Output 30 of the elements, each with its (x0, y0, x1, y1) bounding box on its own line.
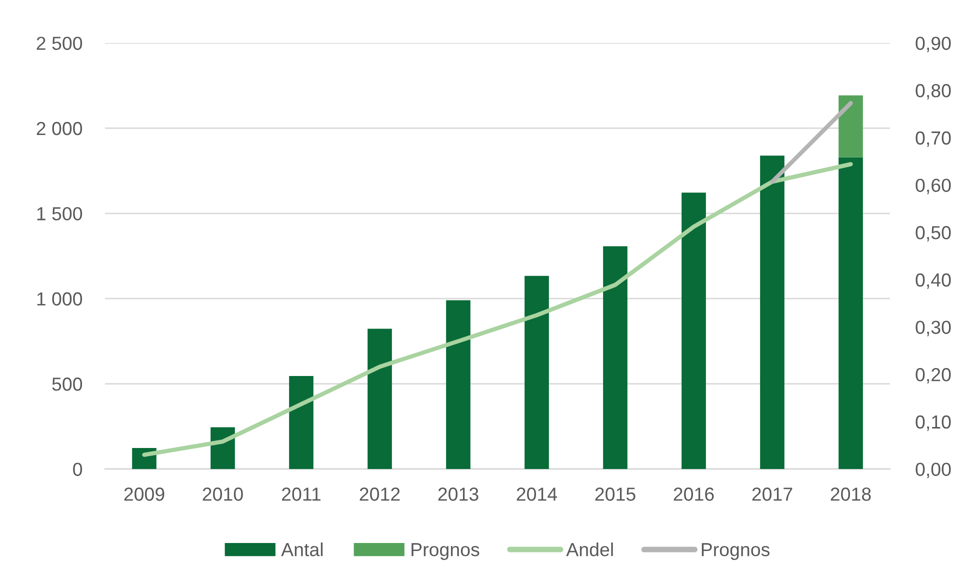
y2-tick-label: 0,50 (916, 226, 951, 242)
legend-label: Prognos (412, 543, 480, 560)
legend-label: Antal (281, 542, 323, 556)
x-tick-label: 2009 (124, 488, 164, 501)
x-tick-label: 2012 (360, 488, 400, 501)
y2-tick-label: 0,70 (916, 131, 951, 147)
y2-tick-label: 0,60 (916, 178, 951, 194)
y-tick-label: 500 (52, 378, 82, 391)
legend-label: Andel (566, 542, 613, 556)
y2-tick-label: 0,80 (916, 84, 951, 100)
x-tick-label: 2017 (752, 488, 792, 501)
y2-tick-label: 0,40 (916, 273, 951, 289)
legend-label: Prognos (702, 543, 770, 560)
y2-tick-label: 0,90 (916, 36, 951, 52)
y-tick-label: 0 (73, 462, 82, 476)
y2-tick-label: 0,20 (916, 368, 951, 384)
x-tick-label: 2011 (282, 488, 320, 501)
y2-tick-label: 0,00 (916, 462, 951, 478)
x-tick-label: 2013 (438, 488, 478, 501)
x-tick-label: 2014 (516, 488, 558, 501)
y-tick-label: 2 000 (36, 122, 82, 136)
y-tick-label: 1 500 (37, 207, 82, 220)
x-tick-label: 2010 (202, 488, 243, 501)
x-tick-label: 2018 (830, 488, 871, 501)
y2-tick-label: 0,30 (916, 320, 951, 336)
y2-tick-label: 0,10 (916, 415, 951, 431)
y-tick-label: 2 500 (36, 36, 82, 50)
x-tick-label: 2016 (674, 488, 714, 501)
x-tick-label: 2015 (595, 488, 636, 501)
y-tick-label: 1 000 (37, 292, 82, 306)
